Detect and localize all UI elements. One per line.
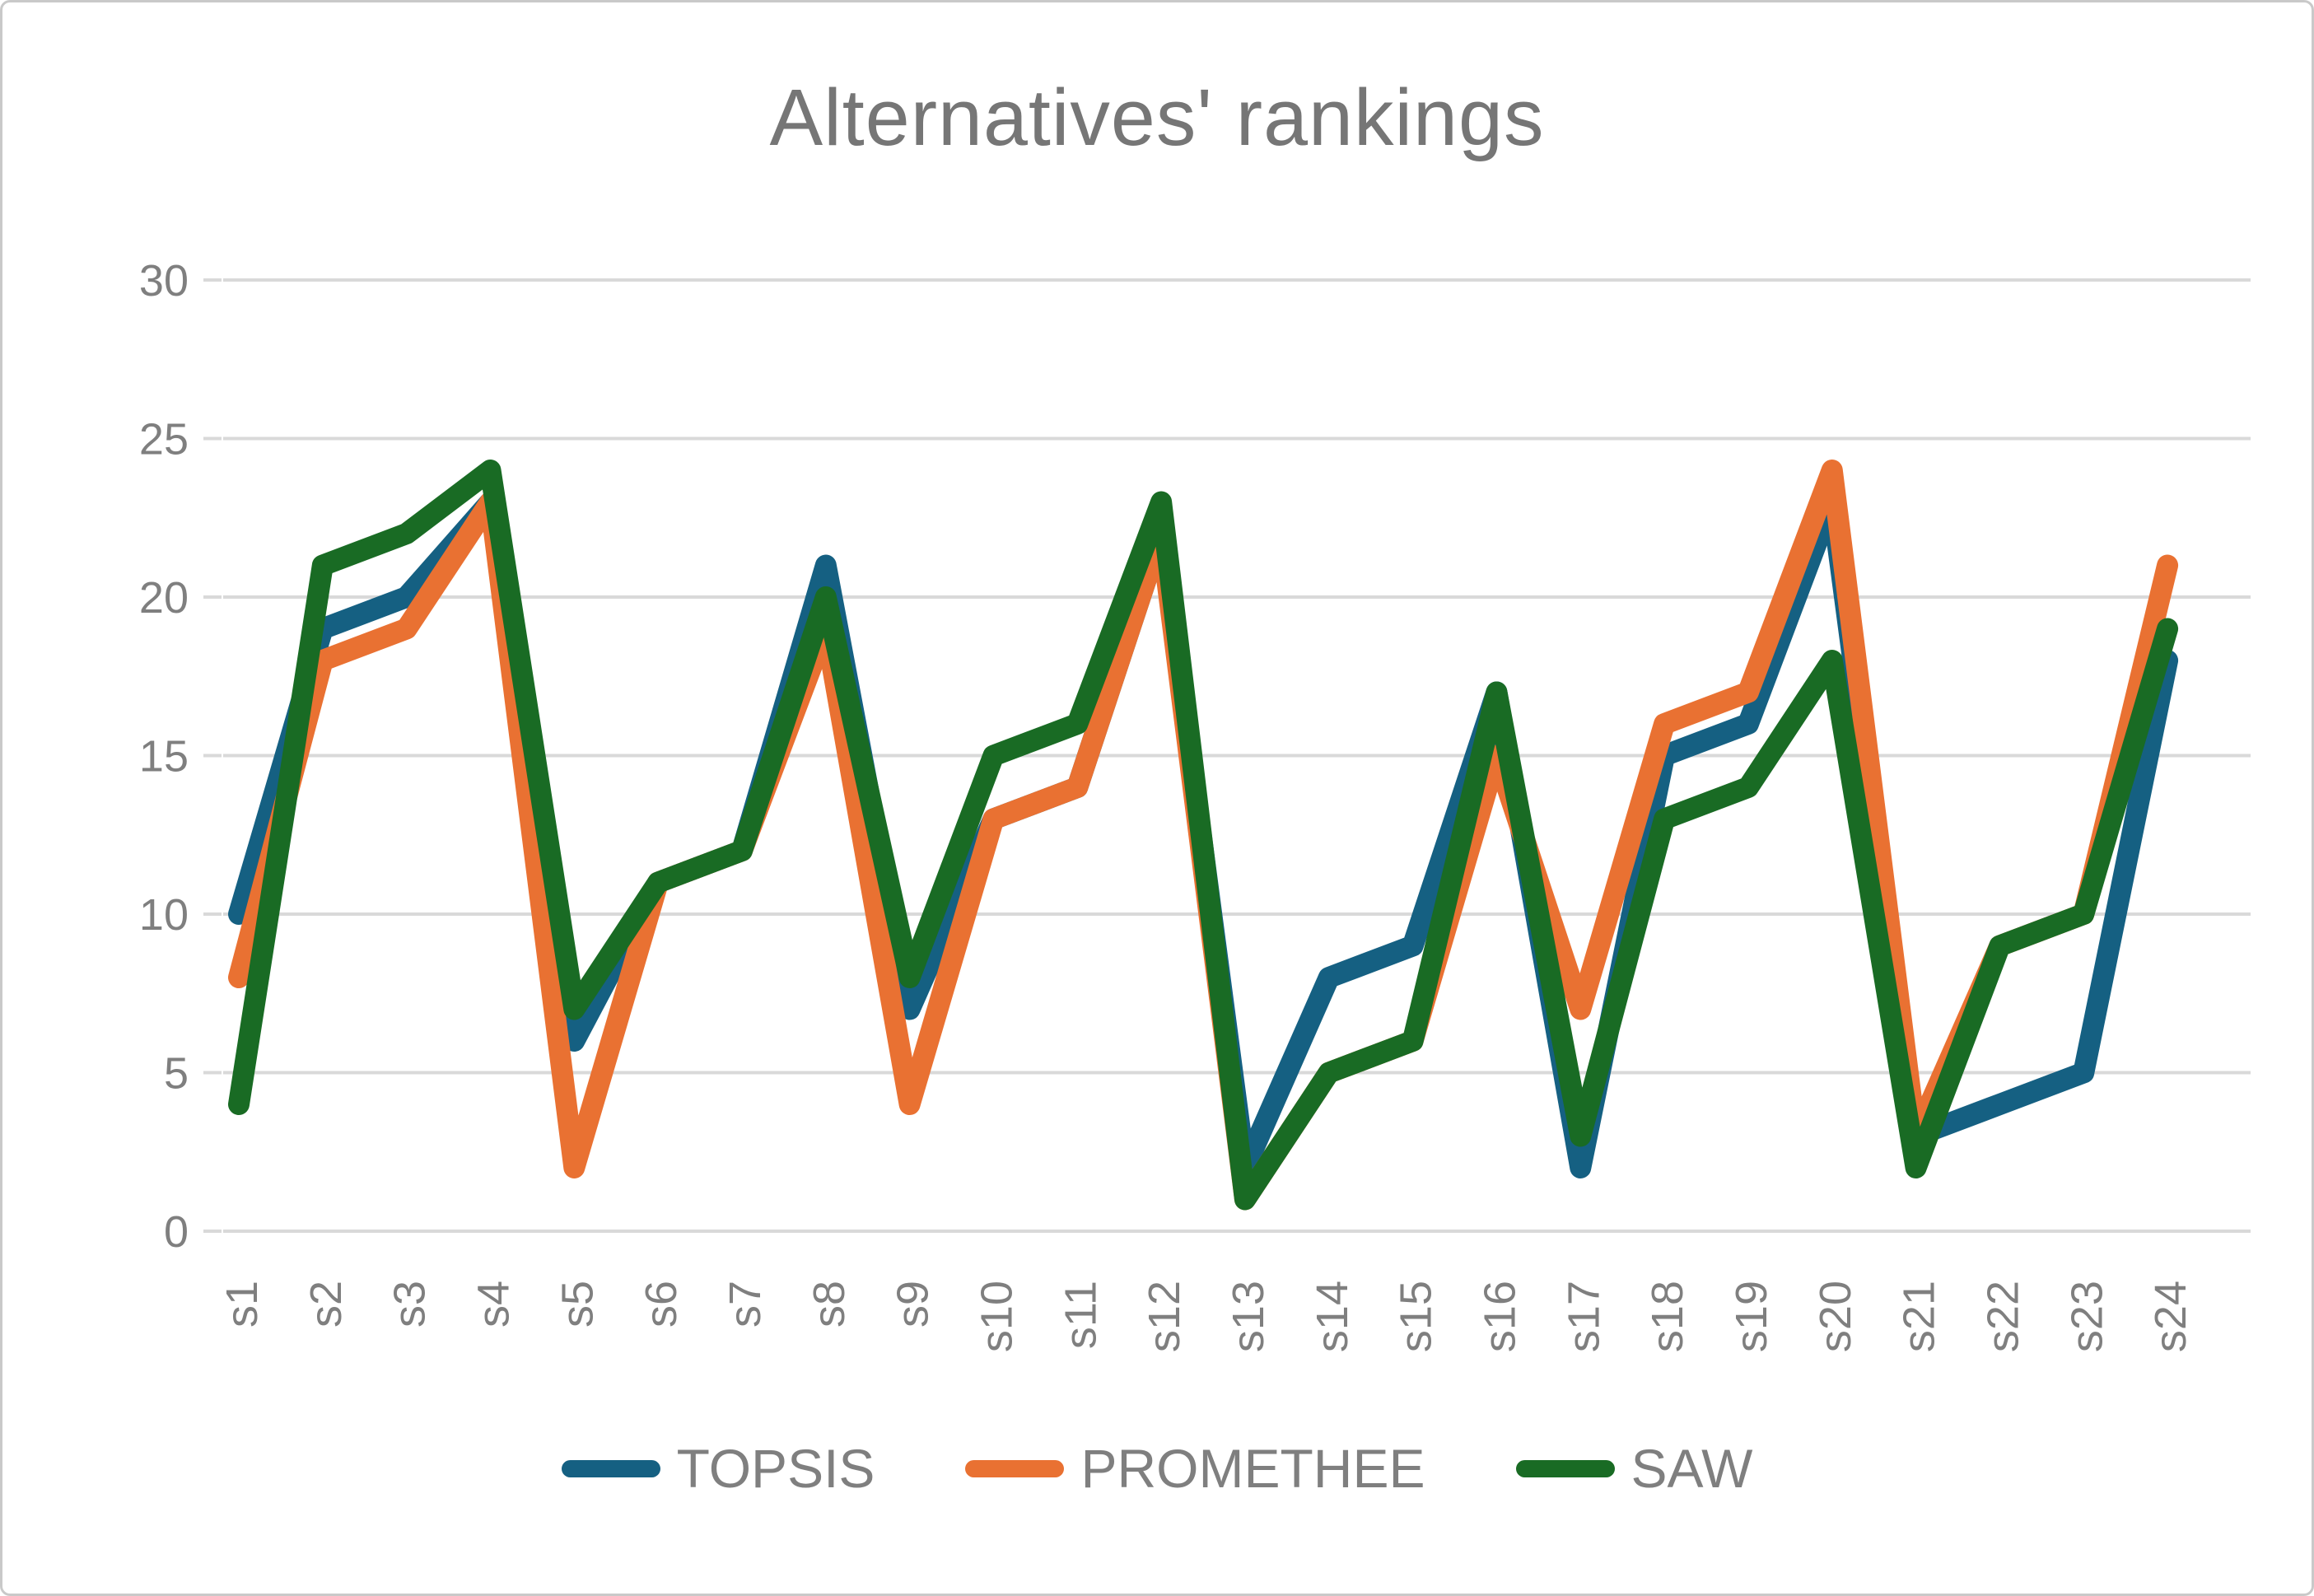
x-axis-tick-label: s18	[1643, 1281, 1692, 1352]
x-axis-tick-label: s14	[1308, 1281, 1357, 1352]
y-axis-tick-label: 20	[139, 573, 189, 623]
legend-label-topsis: TOPSIS	[676, 1438, 875, 1499]
x-axis-tick-label: s20	[1811, 1281, 1860, 1352]
x-axis-tick-label: s21	[1895, 1281, 1944, 1352]
y-axis-tick-label: 5	[164, 1049, 189, 1099]
legend-swatch-promethee	[965, 1459, 1065, 1477]
x-axis-tick-label: s8	[805, 1281, 854, 1328]
x-axis-tick-label: s6	[637, 1281, 686, 1328]
x-axis-tick-label: s19	[1727, 1281, 1776, 1352]
x-axis-tick-label: s15	[1392, 1281, 1441, 1352]
y-axis-tick-label: 15	[139, 732, 189, 782]
x-axis-tick-label: s1	[217, 1281, 267, 1328]
y-axis-tick-label: 25	[139, 415, 189, 464]
x-axis-tick-label: s17	[1559, 1281, 1608, 1352]
legend-item-topsis: TOPSIS	[561, 1437, 875, 1500]
x-axis-tick-label: s16	[1475, 1281, 1524, 1352]
x-axis-tick-label: s12	[1140, 1281, 1189, 1352]
y-axis-tick-label: 0	[164, 1207, 189, 1257]
legend: TOPSIS PROMETHEE SAW	[2, 1437, 2312, 1500]
legend-label-saw: SAW	[1631, 1438, 1753, 1499]
x-axis-tick-label: s24	[2146, 1281, 2195, 1352]
x-axis-tick-label: s7	[721, 1281, 770, 1328]
x-axis-tick-label: s13	[1224, 1281, 1273, 1352]
legend-item-promethee: PROMETHEE	[965, 1437, 1425, 1500]
chart-title: Alternatives' rankings	[769, 72, 1545, 162]
legend-swatch-topsis	[561, 1459, 660, 1477]
x-axis-tick-label: s4	[469, 1281, 518, 1328]
x-axis-tick-label: s2	[301, 1281, 351, 1328]
x-axis-tick-label: s11	[1056, 1281, 1105, 1349]
x-axis-tick-label: s9	[889, 1281, 938, 1328]
legend-item-saw: SAW	[1515, 1437, 1753, 1500]
series-line-saw	[228, 460, 2179, 1211]
x-axis-tick-label: s22	[1978, 1281, 2027, 1352]
x-axis-tick-label: s3	[385, 1281, 435, 1328]
x-axis-tick-label: s23	[2062, 1281, 2111, 1352]
x-axis-tick-label: s5	[553, 1281, 602, 1328]
y-axis-tick-label: 30	[139, 256, 189, 306]
y-axis-tick-label: 10	[139, 890, 189, 940]
legend-label-promethee: PROMETHEE	[1080, 1438, 1425, 1499]
x-axis-tick-label: s10	[972, 1281, 1021, 1352]
legend-swatch-saw	[1515, 1459, 1615, 1477]
